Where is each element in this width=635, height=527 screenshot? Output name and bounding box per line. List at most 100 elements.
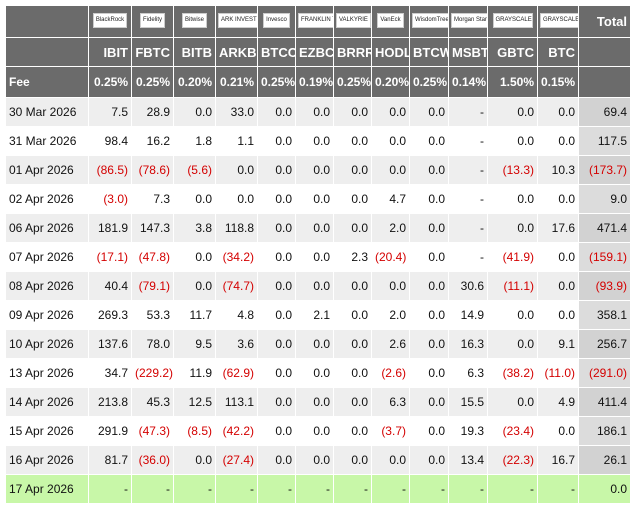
flow: 269.3	[88, 300, 132, 330]
flow: 137.6	[88, 329, 132, 359]
flow: 11.9	[173, 358, 216, 388]
flow: -	[537, 474, 579, 504]
flow: (11.0)	[537, 358, 579, 388]
flow: 11.7	[173, 300, 216, 330]
issuer-logo: Morgan Stanley	[451, 12, 487, 28]
flow: -	[448, 242, 488, 272]
ticker: BTCO	[257, 37, 296, 67]
ticker: BTCW	[409, 37, 449, 67]
flow: 0.0	[487, 97, 538, 127]
ticker-blank	[5, 37, 89, 67]
flow: 0.0	[409, 416, 449, 446]
flow: -	[448, 97, 488, 127]
flow: 0.0	[257, 97, 296, 127]
flow: 33.0	[215, 97, 258, 127]
flow: 2.0	[371, 213, 410, 243]
issuer-logo: Invesco	[263, 12, 290, 28]
total-flow: 0.0	[578, 474, 631, 504]
ticker: MSBT	[448, 37, 488, 67]
flow: (41.9)	[487, 242, 538, 272]
flow: 0.0	[333, 329, 372, 359]
flow: 0.0	[295, 242, 334, 272]
date: 15 Apr 2026	[5, 416, 89, 446]
flow: (38.2)	[487, 358, 538, 388]
issuer-logo: FRANKLIN TEMPLETON	[298, 12, 333, 28]
data-row: 14 Apr 2026 213.8 45.3 12.5 113.1 0.0 0.0 0.0 6.…	[5, 387, 631, 417]
ticker: GBTC	[487, 37, 538, 67]
date: 02 Apr 2026	[5, 184, 89, 214]
flow: -	[448, 213, 488, 243]
flow: 0.0	[409, 300, 449, 330]
flow: 0.0	[257, 271, 296, 301]
flow: -	[295, 474, 334, 504]
ticker: ARKB	[215, 37, 258, 67]
flow: 28.9	[131, 97, 174, 127]
flow: 0.0	[257, 416, 296, 446]
flow: 2.1	[295, 300, 334, 330]
flow: 0.0	[257, 126, 296, 156]
flow: 19.3	[448, 416, 488, 446]
total-flow: 411.4	[578, 387, 631, 417]
issuer-logo: VALKYRIE	[336, 12, 371, 28]
flow: 118.8	[215, 213, 258, 243]
total-flow: (173.7)	[578, 155, 631, 185]
logo-cell: Invesco	[257, 5, 296, 38]
flow: 147.3	[131, 213, 174, 243]
logo-cell: Morgan Stanley	[448, 5, 488, 38]
flow: 45.3	[131, 387, 174, 417]
flow: (22.3)	[487, 445, 538, 475]
fee: 0.14%	[448, 66, 488, 98]
flow: -	[448, 155, 488, 185]
total-flow: 358.1	[578, 300, 631, 330]
flow: (78.6)	[131, 155, 174, 185]
issuer-logo: Bitwise	[181, 12, 207, 28]
flow: 0.0	[409, 445, 449, 475]
flow: -	[215, 474, 258, 504]
date: 09 Apr 2026	[5, 300, 89, 330]
flow: -	[371, 474, 410, 504]
flow: 0.0	[537, 97, 579, 127]
date: 30 Mar 2026	[5, 97, 89, 127]
flow: 0.0	[333, 155, 372, 185]
ticker-blank	[578, 37, 631, 67]
flow: 0.0	[487, 387, 538, 417]
fee-label: Fee	[5, 66, 89, 98]
date: 14 Apr 2026	[5, 387, 89, 417]
flow: 0.0	[295, 213, 334, 243]
flow: 0.0	[295, 445, 334, 475]
flow: 0.0	[487, 300, 538, 330]
fee: 0.19%	[295, 66, 334, 98]
logo-cell: Bitwise	[173, 5, 216, 38]
flow: 0.0	[537, 126, 579, 156]
flow: 4.7	[371, 184, 410, 214]
flow: 0.0	[333, 184, 372, 214]
issuer-logo: BlackRock	[92, 12, 128, 28]
flow: 0.0	[409, 155, 449, 185]
flow: 0.0	[257, 155, 296, 185]
total-flow: 471.4	[578, 213, 631, 243]
flow: (74.7)	[215, 271, 258, 301]
date: 08 Apr 2026	[5, 271, 89, 301]
logo-cell: FRANKLIN TEMPLETON	[295, 5, 334, 38]
fee: 0.20%	[173, 66, 216, 98]
flow: 0.0	[371, 126, 410, 156]
flow: 0.0	[487, 213, 538, 243]
flow: 17.6	[537, 213, 579, 243]
fee: 0.25%	[257, 66, 296, 98]
data-row: 10 Apr 2026 137.6 78.0 9.5 3.6 0.0 0.0 0.0 2.6 0.…	[5, 329, 631, 359]
issuer-logo: Fidelity	[139, 12, 165, 28]
flow: (2.6)	[371, 358, 410, 388]
flow: 2.3	[333, 242, 372, 272]
flow: 0.0	[409, 242, 449, 272]
flow: 0.0	[537, 271, 579, 301]
date: 07 Apr 2026	[5, 242, 89, 272]
flow: 0.0	[487, 126, 538, 156]
flow: 0.0	[409, 329, 449, 359]
issuer-logo: VanEck	[377, 12, 404, 28]
flow: (20.4)	[371, 242, 410, 272]
flow: (36.0)	[131, 445, 174, 475]
flow: -	[333, 474, 372, 504]
flow: 2.6	[371, 329, 410, 359]
flow: 0.0	[409, 271, 449, 301]
